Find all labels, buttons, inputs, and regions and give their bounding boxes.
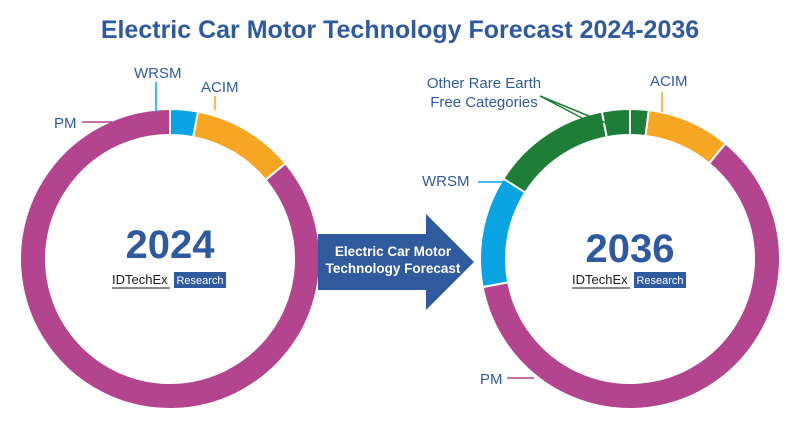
label-2036-pm: PM: [480, 371, 503, 388]
slice-2036-acim-1: [644, 109, 728, 165]
brand-name-2036: IDTechEx: [572, 272, 628, 287]
donut-chart-2036: [479, 107, 781, 410]
labels-2036: Other Rare Earth Free Categories ACIM WR…: [422, 73, 688, 388]
idtechex-logo-2036: IDTechEx Research: [572, 272, 686, 289]
label-2024-wrsm: WRSM: [134, 65, 182, 82]
label-2036-wrsm: WRSM: [422, 173, 470, 190]
center-label-2036: 2036: [586, 227, 675, 271]
center-label-2024: 2024: [126, 223, 216, 267]
slice-2036-wrsm-3: [479, 177, 527, 289]
slice-2036-other-rare-earth-free-categories-4: [501, 110, 608, 194]
slice-2036-pm-2: [481, 142, 781, 410]
idtechex-logo-2024: IDTechEx Research: [112, 272, 226, 289]
label-2024-pm: PM: [54, 115, 77, 132]
label-2024-acim: ACIM: [201, 79, 239, 96]
brand-badge-2024: Research: [176, 275, 223, 287]
label-2036-other-line-2: Free Categories: [430, 94, 538, 111]
forecast-arrow: Electric Car Motor Technology Forecast: [318, 214, 474, 310]
donut-chart-2024: [19, 107, 321, 410]
slice-2036-other-rare-earth-free-categories-5: [600, 107, 631, 139]
brand-name-2024: IDTechEx: [112, 272, 168, 287]
slice-2024-acim-1: [192, 110, 287, 182]
labels-2024: PM WRSM ACIM 2024 IDTechEx Research: [54, 65, 239, 289]
slice-2024-pm-2: [19, 107, 321, 410]
chart-title: Electric Car Motor Technology Forecast 2…: [100, 16, 700, 44]
brand-badge-2036: Research: [636, 275, 683, 287]
arrow-label-line-2: Technology Forecast: [326, 261, 461, 276]
label-2036-acim: ACIM: [650, 73, 688, 90]
arrow-label-line-1: Electric Car Motor: [335, 244, 452, 259]
label-2036-other-line-1: Other Rare Earth: [427, 75, 541, 92]
